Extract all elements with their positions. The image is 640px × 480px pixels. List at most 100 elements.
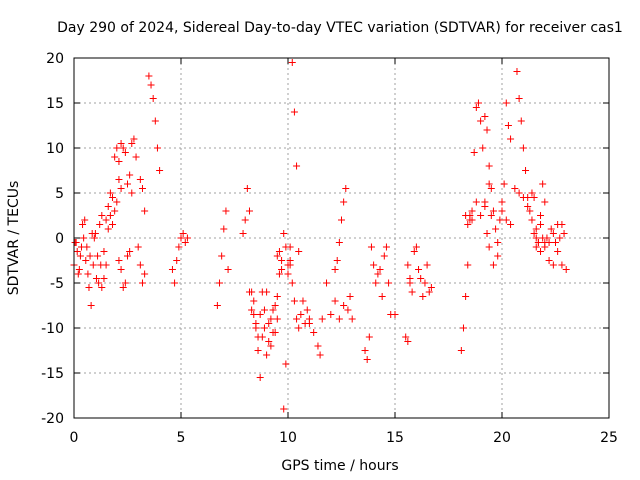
series-arc-7: [168, 230, 191, 287]
data-point: [106, 189, 114, 197]
data-point: [376, 266, 384, 273]
data-point: [132, 153, 140, 161]
data-point: [348, 315, 356, 323]
data-point: [181, 239, 189, 246]
data-point: [98, 284, 106, 291]
data-point: [519, 194, 527, 201]
data-point: [224, 266, 232, 273]
ticks-layer: 0 5 10 15 20 25 -20 -15 -10 -5 0 5 10 15 20: [41, 51, 618, 446]
data-point: [472, 104, 480, 111]
data-point: [504, 122, 512, 129]
data-point: [507, 135, 515, 143]
data-point: [293, 315, 301, 323]
data-point: [532, 234, 540, 242]
data-point: [331, 297, 339, 305]
data-point: [517, 117, 525, 125]
data-point: [284, 270, 292, 278]
data-point: [275, 270, 283, 278]
data-point: [335, 315, 343, 323]
data-point: [130, 135, 138, 143]
data-point: [549, 261, 557, 269]
data-point: [361, 347, 369, 354]
data-point: [327, 311, 335, 318]
data-point: [547, 225, 555, 233]
data-point: [80, 234, 88, 242]
data-point: [213, 302, 221, 309]
data-point: [303, 306, 311, 314]
data-point: [408, 288, 416, 296]
data-point: [522, 167, 530, 174]
series-arc-21: [513, 68, 549, 246]
data-point: [507, 221, 515, 228]
data-point: [489, 261, 497, 269]
data-point: [153, 144, 161, 152]
data-point: [121, 149, 129, 156]
data-point: [502, 216, 510, 224]
data-point: [391, 311, 399, 318]
data-point: [295, 248, 303, 255]
y-tick-label: -20: [41, 411, 64, 427]
data-point: [528, 189, 536, 197]
data-point: [466, 216, 474, 224]
data-point: [549, 230, 557, 237]
data-point: [558, 261, 566, 269]
data-point: [558, 221, 566, 228]
data-point: [109, 194, 117, 201]
data-point: [179, 230, 187, 237]
data-point: [149, 95, 157, 102]
data-point: [425, 288, 433, 296]
y-tick-label: 5: [55, 186, 64, 202]
data-point: [537, 212, 545, 219]
data-point: [288, 279, 296, 287]
data-point: [92, 275, 100, 282]
data-point: [117, 140, 125, 147]
data-point: [462, 212, 470, 219]
data-point: [459, 324, 467, 332]
data-point: [156, 167, 164, 174]
data-point: [136, 261, 144, 269]
data-point: [487, 185, 495, 192]
data-point: [145, 72, 153, 80]
data-point: [273, 293, 281, 300]
data-point: [168, 266, 176, 273]
data-point: [365, 333, 373, 341]
data-point: [115, 257, 123, 264]
data-point: [88, 230, 96, 237]
data-point: [87, 302, 95, 309]
series-arc-10: [245, 243, 294, 413]
data-point: [519, 144, 527, 152]
data-point: [104, 225, 112, 233]
data-point: [124, 180, 131, 188]
data-point: [481, 203, 489, 210]
data-point: [419, 293, 427, 300]
data-point: [254, 333, 262, 341]
data-point: [474, 99, 482, 107]
data-point: [183, 234, 191, 242]
data-point: [483, 126, 491, 134]
y-axis-label: SDTVAR / TECUs: [6, 181, 22, 296]
series-arc-13: [305, 279, 348, 359]
y-tick-label: 0: [55, 231, 64, 247]
data-point: [81, 216, 89, 224]
data-point: [528, 216, 536, 224]
data-point: [415, 266, 423, 273]
data-point: [260, 324, 268, 332]
series-arc-20: [481, 99, 515, 246]
data-point: [492, 225, 500, 233]
data-point: [340, 198, 348, 206]
data-point: [79, 221, 87, 228]
data-point: [385, 279, 393, 287]
data-point: [73, 248, 81, 255]
data-point: [487, 212, 495, 219]
data-point: [177, 234, 185, 242]
data-point: [102, 216, 110, 224]
data-point: [481, 113, 489, 120]
data-point: [534, 239, 542, 246]
data-point: [323, 279, 331, 287]
data-point: [340, 302, 348, 309]
data-point: [258, 288, 266, 296]
data-point: [239, 230, 247, 237]
x-tick-label: 10: [279, 430, 297, 446]
x-tick-label: 0: [70, 430, 79, 446]
